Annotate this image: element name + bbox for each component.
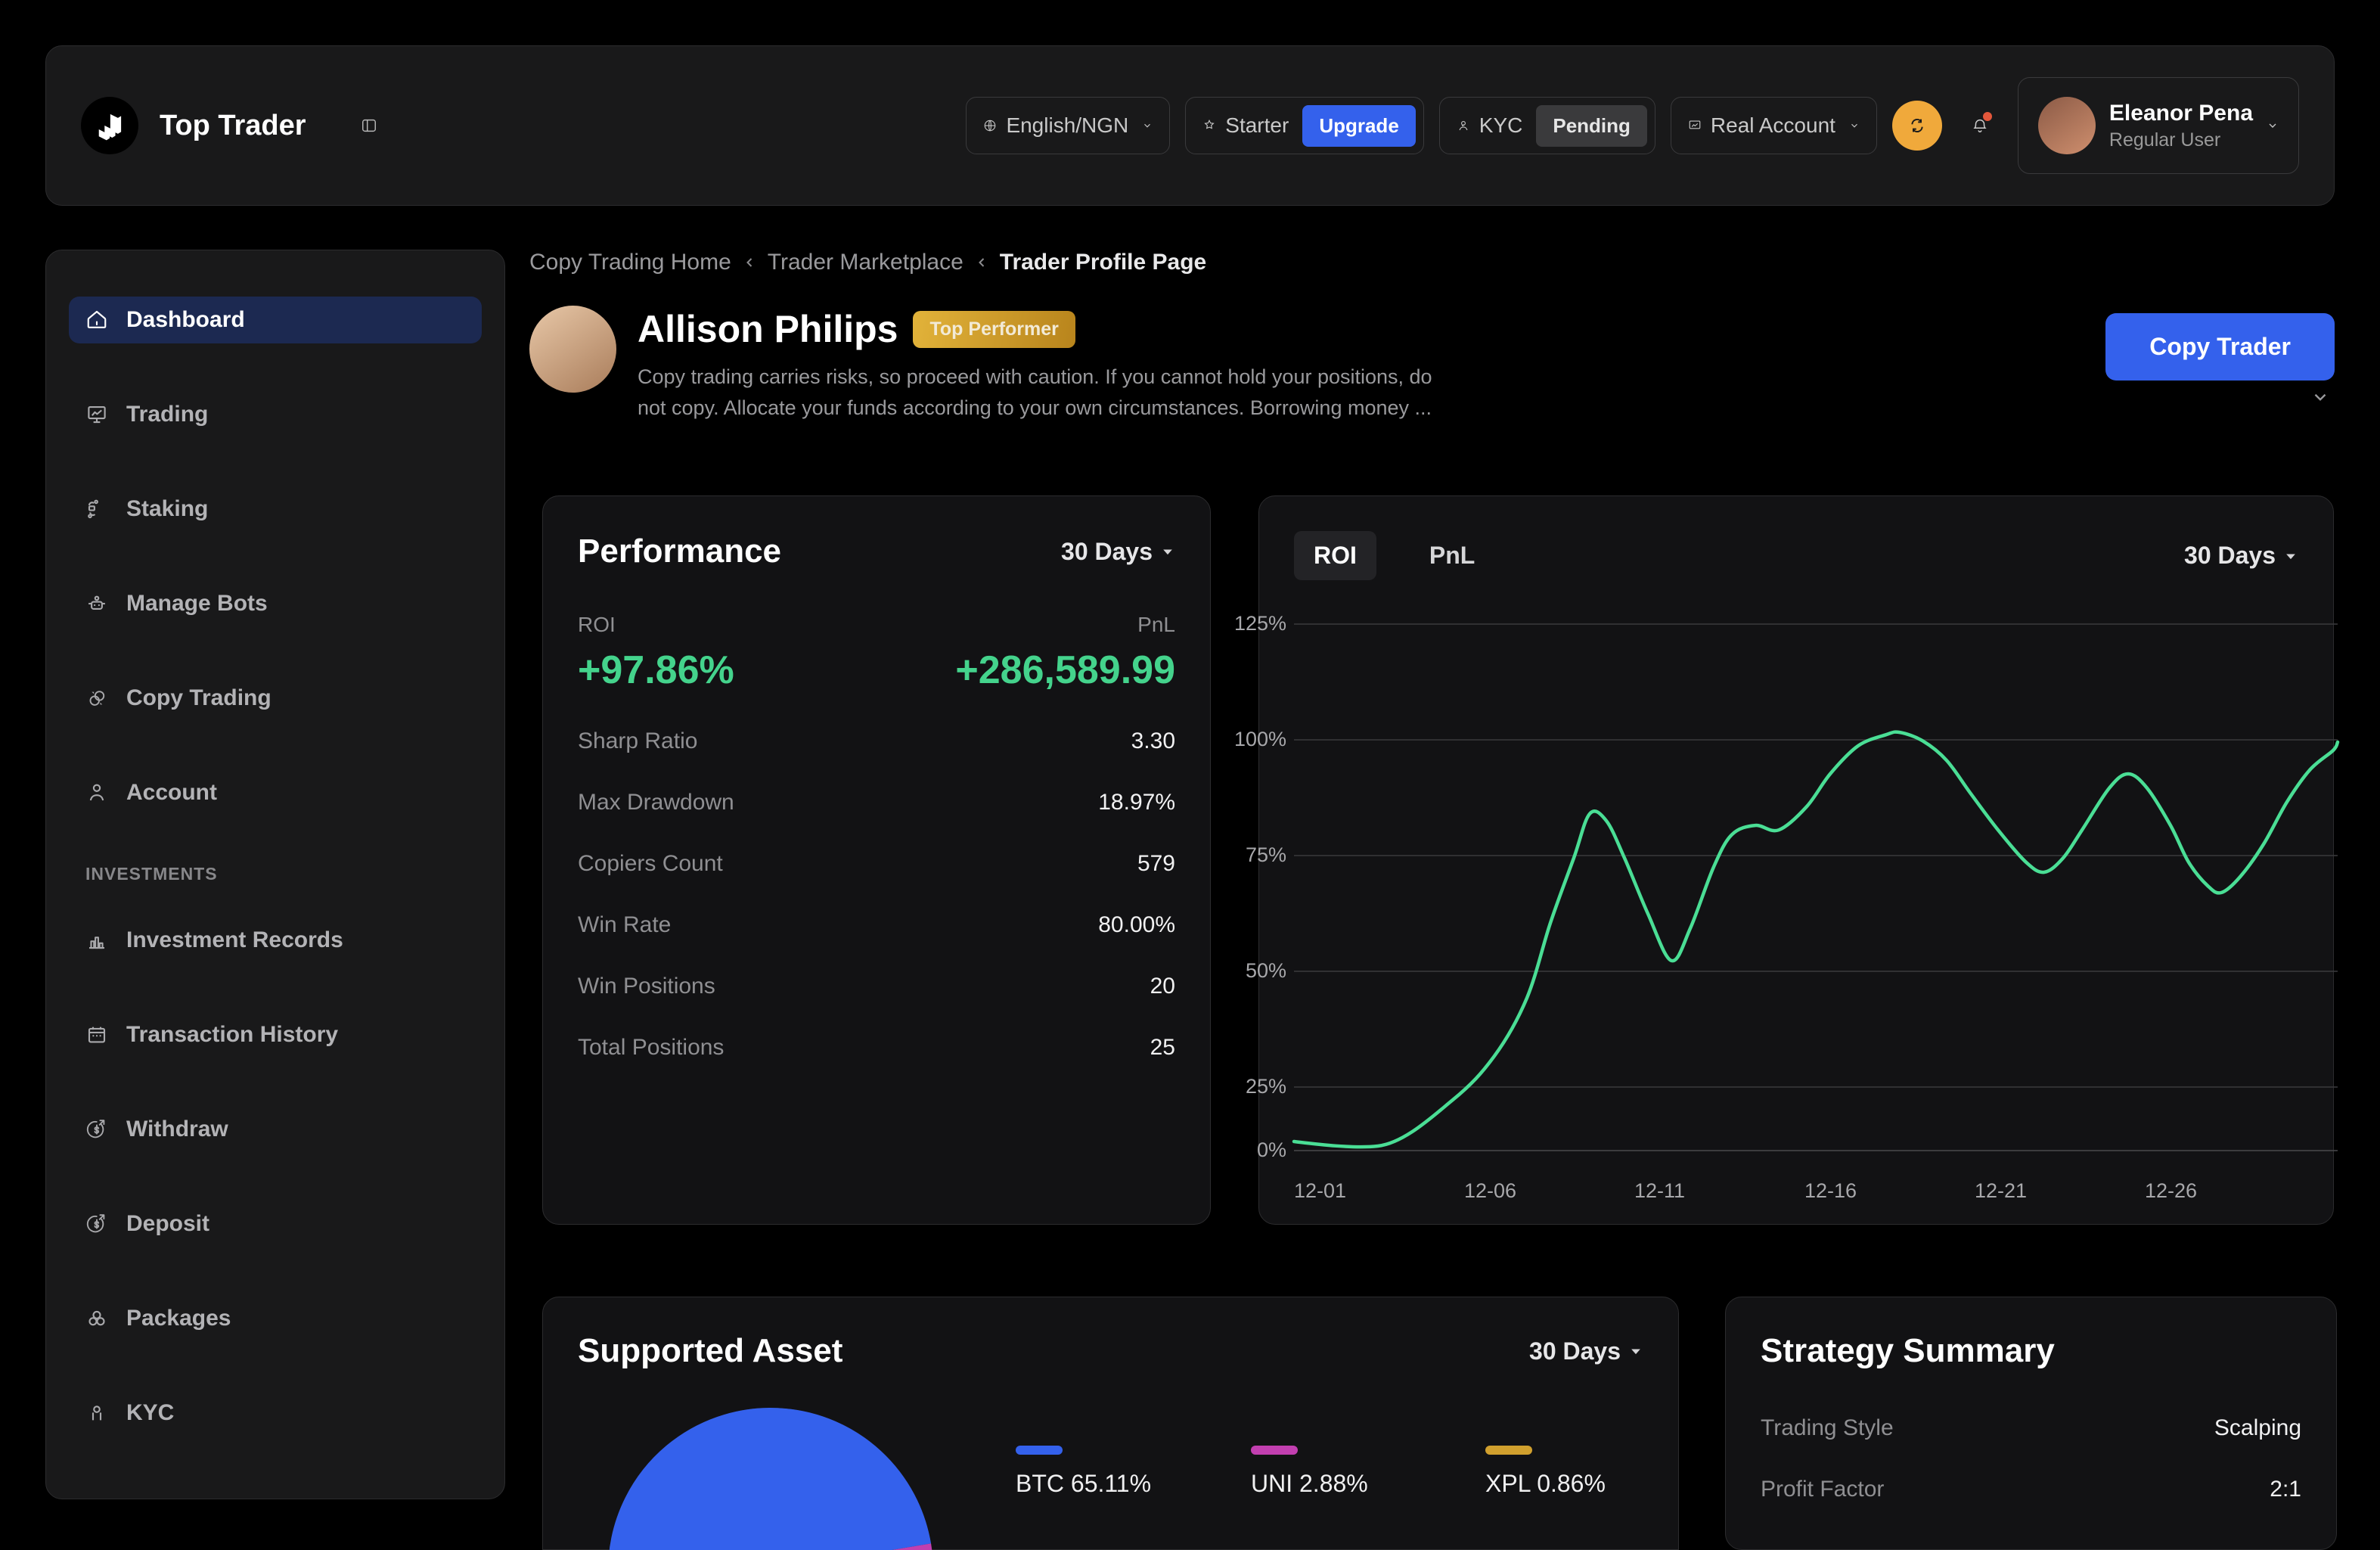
svg-text:100%: 100% [1234, 728, 1286, 750]
svg-text:125%: 125% [1234, 612, 1286, 635]
svg-text:12-16: 12-16 [1804, 1179, 1857, 1202]
svg-text:12-11: 12-11 [1634, 1179, 1685, 1202]
svg-text:12-01: 12-01 [1294, 1179, 1346, 1202]
svg-text:12-26: 12-26 [2145, 1179, 2197, 1202]
svg-text:75%: 75% [1246, 843, 1286, 866]
svg-text:50%: 50% [1246, 959, 1286, 982]
svg-text:12-06: 12-06 [1464, 1179, 1516, 1202]
svg-text:12-21: 12-21 [1975, 1179, 2027, 1202]
svg-text:0%: 0% [1257, 1138, 1286, 1161]
svg-text:25%: 25% [1246, 1075, 1286, 1098]
